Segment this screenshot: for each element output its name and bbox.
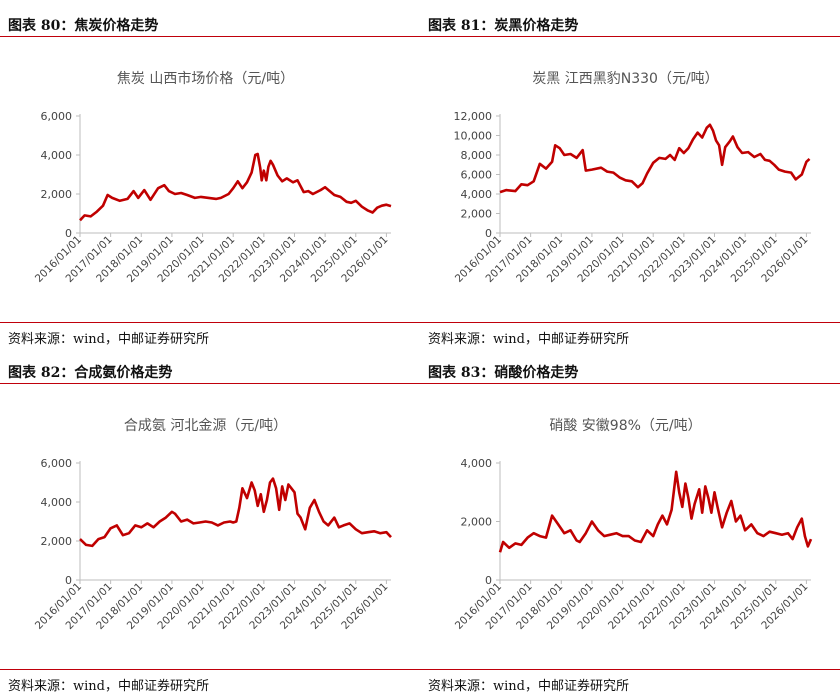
price-series-line	[498, 470, 813, 553]
chart-title: 炭黑 江西黑豹N330（元/吨）	[532, 71, 718, 87]
coke-price-chart: 焦炭 山西市场价格（元/吨）02,0004,0006,0002016/01/01…	[33, 70, 392, 285]
nitric-acid-price-chart: 硝酸 安徽98%（元/吨）02,0004,0002016/01/012017/0…	[453, 418, 813, 632]
y-tick-label: 0	[65, 574, 72, 587]
panel-coke-price: 图表 80：焦炭价格走势 焦炭 山西市场价格（元/吨） 0 2,000 4,000 6,…	[0, 0, 420, 347]
y-tick-label: 6,000	[461, 169, 493, 182]
carbon-black-price-chart: 炭黑 江西黑豹N330（元/吨） 0 2,000 4,000 6,000 8,000 10,…	[453, 71, 811, 285]
panel-carbon-black-price: 图表 81：炭黑价格走势 炭黑 江西黑豹N330（元/吨） 0 2,000 4,000…	[420, 0, 840, 347]
y-tick-label: 4,000	[41, 496, 73, 509]
heading-rule	[420, 383, 840, 384]
source-rule	[0, 322, 420, 323]
figure-heading: 图表 81：炭黑价格走势	[428, 18, 579, 34]
source-note: 资料来源：wind，中邮证券研究所	[428, 332, 629, 347]
panel-nitric-acid-price: 图表 83：硝酸价格走势 硝酸 安徽98%（元/吨） 0 2,000 4,000 201…	[420, 347, 840, 694]
figure-heading: 图表 83：硝酸价格走势	[428, 365, 579, 381]
source-rule	[0, 669, 420, 670]
price-series-line	[499, 123, 811, 194]
y-tick-label: 2,000	[41, 188, 73, 201]
source-rule	[420, 322, 840, 323]
price-series-line	[79, 477, 392, 548]
y-tick-label: 4,000	[461, 188, 493, 201]
ammonia-price-chart: 合成氨 河北金源（元/吨）02,0004,0006,0002016/01/012…	[33, 418, 392, 632]
heading-rule	[0, 36, 420, 37]
y-tick-label: 0	[65, 227, 72, 240]
y-tick-label: 4,000	[461, 457, 493, 470]
y-tick-label: 0	[485, 574, 492, 587]
source-note: 资料来源：wind，中邮证券研究所	[8, 332, 209, 347]
y-tick-label: 2,000	[461, 516, 493, 529]
chart-title: 合成氨 河北金源（元/吨）	[124, 418, 287, 434]
y-tick-label: 4,000	[41, 149, 73, 162]
price-series-line	[79, 152, 392, 222]
figure-heading: 图表 80：焦炭价格走势	[8, 18, 159, 34]
y-tick-label: 10,000	[454, 130, 493, 143]
y-tick-label: 12,000	[454, 110, 493, 123]
chart-title: 焦炭 山西市场价格（元/吨）	[117, 70, 294, 87]
y-tick-label: 6,000	[41, 457, 73, 470]
source-note: 资料来源：wind，中邮证券研究所	[428, 679, 629, 694]
panel-ammonia-price: 图表 82：合成氨价格走势 合成氨 河北金源（元/吨） 0 2,000 4,000 6,…	[0, 347, 420, 694]
source-note: 资料来源：wind，中邮证券研究所	[8, 679, 209, 694]
y-tick-label: 6,000	[41, 110, 73, 123]
y-tick-label: 8,000	[461, 149, 493, 162]
y-tick-label: 2,000	[461, 208, 493, 221]
heading-rule	[420, 36, 840, 37]
source-rule	[420, 669, 840, 670]
figure-heading: 图表 82：合成氨价格走势	[8, 365, 173, 381]
y-tick-label: 0	[485, 227, 492, 240]
heading-rule	[0, 383, 420, 384]
y-tick-label: 2,000	[41, 535, 73, 548]
chart-title: 硝酸 安徽98%（元/吨）	[549, 418, 701, 434]
